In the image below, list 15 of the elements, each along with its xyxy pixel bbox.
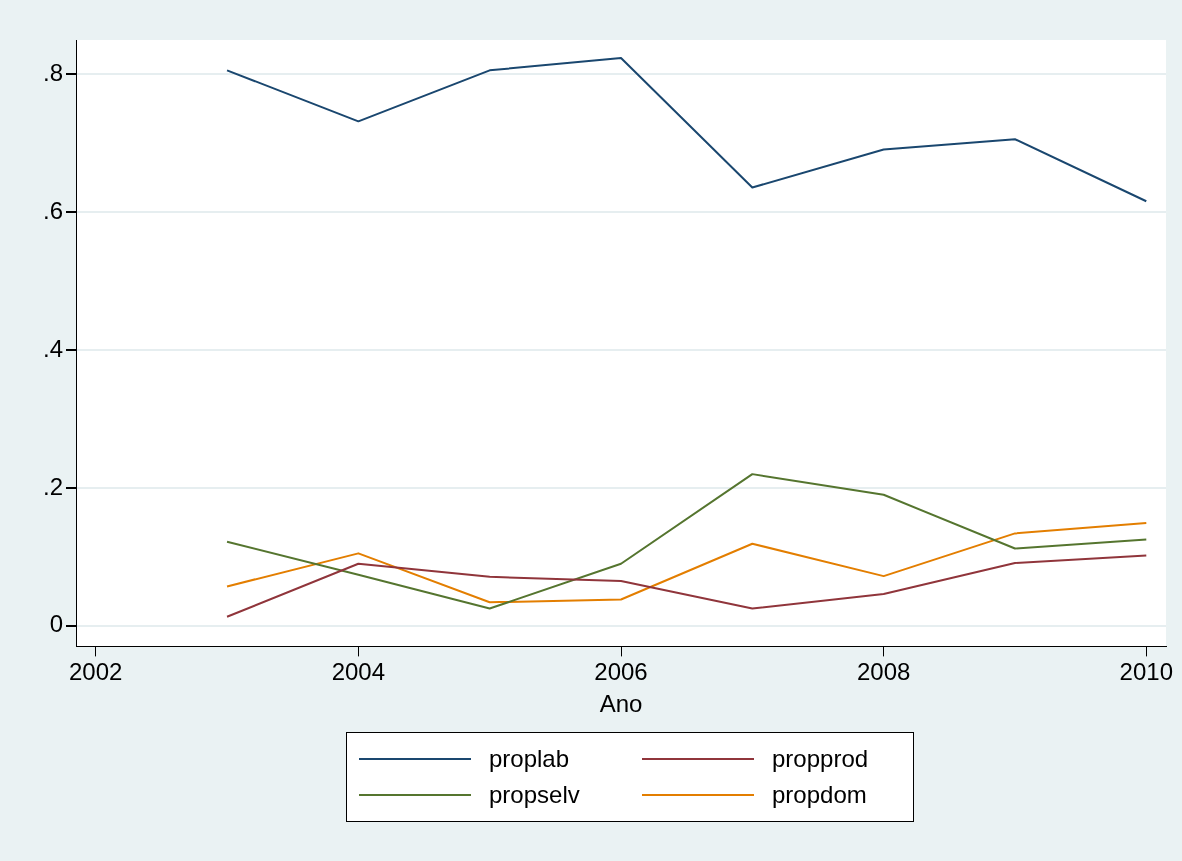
y-tick-label: 0 xyxy=(49,610,64,638)
x-tick-label: 2002 xyxy=(69,658,123,686)
y-tick-label: .8 xyxy=(43,59,64,87)
legend-label: propselv xyxy=(489,781,580,809)
y-tick-label: .2 xyxy=(43,472,64,500)
x-axis-title: Ano xyxy=(599,690,643,718)
y-tick-label: .6 xyxy=(43,196,64,224)
x-tick-label: 2004 xyxy=(331,658,386,686)
legend-label: propdom xyxy=(772,781,867,809)
x-tick-label: 2010 xyxy=(1119,658,1173,686)
x-tick-label: 2008 xyxy=(856,658,911,686)
y-tick-label: .4 xyxy=(43,334,64,362)
x-tick-label: 2006 xyxy=(594,658,648,686)
legend-label: proplab xyxy=(489,745,570,773)
legend-label: propprod xyxy=(772,745,869,773)
